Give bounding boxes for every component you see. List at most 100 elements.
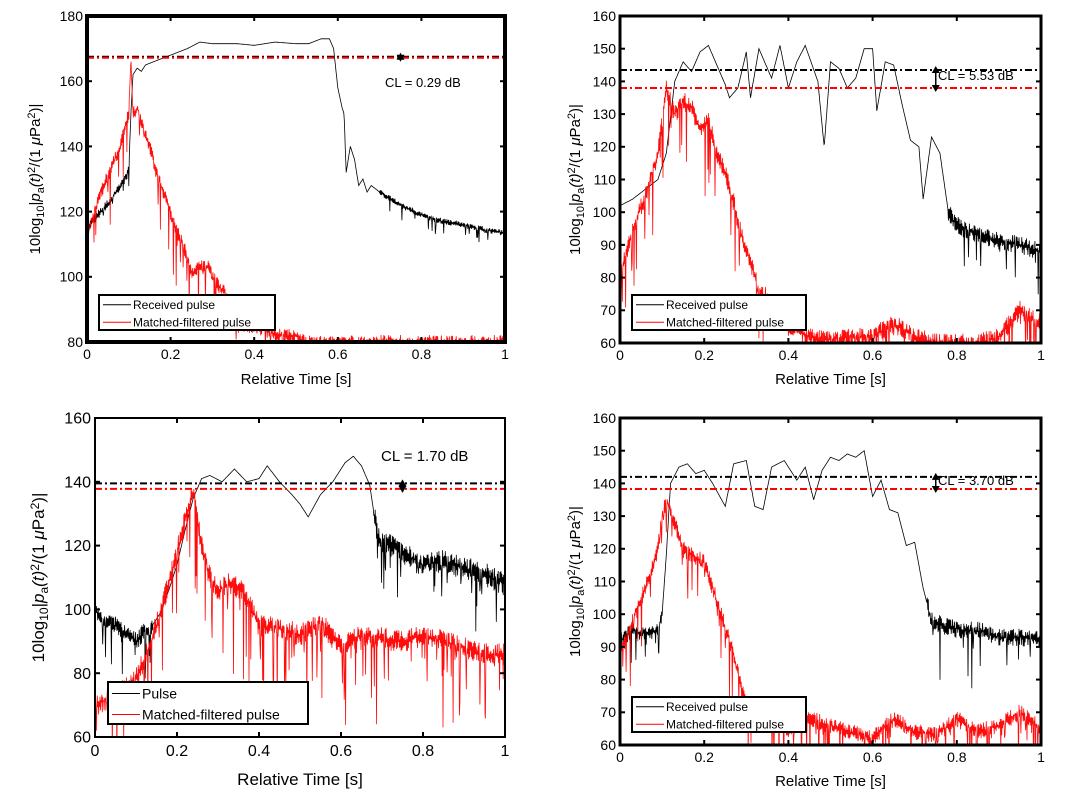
- x-tick-label: 0.4: [779, 749, 799, 765]
- series-line-matched-filtered-pulse: [620, 80, 1041, 343]
- series-line-received-pulse: [620, 449, 1041, 689]
- chart-panel-top-left: CL = 0.29 dB0 0.2 0.4 0.6 0.8 180100120140160…: [26, 8, 509, 388]
- cl-double-arrow-icon: [398, 479, 407, 493]
- chart-panel-top-right: CL = 5.53 dB0 0.2 0.4 0.6 0.8 160708090100110…: [566, 8, 1045, 388]
- x-tick-label: 0: [616, 347, 624, 363]
- y-tick-label: 160: [64, 411, 91, 428]
- legend-box: [631, 696, 807, 733]
- x-axis-label: Relative Time [s]: [775, 371, 886, 388]
- series-line-matched-filtered-pulse: [95, 488, 505, 737]
- x-tick-label: 0.8: [412, 743, 434, 760]
- legend-label: Pulse: [142, 685, 177, 701]
- x-tick-label: 0.6: [863, 749, 883, 765]
- y-tick-label: 120: [64, 538, 91, 555]
- y-tick-label: 100: [593, 204, 617, 220]
- x-tick-label: 1: [501, 346, 509, 362]
- y-tick-label: 70: [600, 704, 616, 720]
- x-tick-label: 0: [91, 743, 100, 760]
- x-axis-label: Relative Time [s]: [237, 770, 363, 789]
- y-tick-label: 100: [60, 269, 84, 285]
- cl-annotation: CL = 1.70 dB: [381, 448, 468, 465]
- legend-label: Received pulse: [133, 298, 215, 312]
- x-tick-label: 0.6: [330, 743, 352, 760]
- y-tick-label: 180: [60, 8, 84, 24]
- y-axis-label: 10log10|pa(t)2/(1 μPa2)|: [566, 506, 587, 657]
- cl-annotation: CL = 3.70 dB: [938, 473, 1014, 488]
- x-tick-label: 0: [616, 749, 624, 765]
- y-tick-label: 90: [600, 639, 616, 655]
- series-line-matched-filtered-pulse: [87, 61, 505, 342]
- x-tick-label: 0.6: [328, 346, 348, 362]
- y-tick-label: 90: [600, 237, 616, 253]
- y-tick-label: 140: [593, 73, 617, 89]
- plot-area: [95, 455, 505, 737]
- x-tick-label: 0.8: [947, 749, 967, 765]
- plot-area: [87, 38, 505, 342]
- x-tick-label: 0.2: [694, 347, 714, 363]
- x-tick-label: 1: [1037, 347, 1045, 363]
- y-tick-label: 140: [593, 475, 617, 491]
- x-tick-label: 0.4: [779, 347, 799, 363]
- x-tick-label: 0.6: [863, 347, 883, 363]
- legend: Received pulse Matched-filtered pulse: [631, 294, 807, 331]
- series-line-received-pulse: [87, 38, 505, 243]
- y-tick-label: 150: [593, 41, 617, 57]
- x-tick-label: 0.8: [947, 347, 967, 363]
- legend: Received pulse Matched-filtered pulse: [631, 696, 807, 733]
- series-line-matched-filtered-pulse: [620, 499, 1041, 745]
- y-tick-label: 160: [593, 410, 617, 426]
- legend-label: Matched-filtered pulse: [666, 717, 784, 731]
- x-tick-label: 0.4: [248, 743, 270, 760]
- y-tick-label: 150: [593, 443, 617, 459]
- axes-frame: [85, 14, 507, 344]
- cl-double-arrow-icon: [396, 52, 405, 62]
- y-tick-label: 140: [60, 138, 84, 154]
- legend-box: [98, 294, 276, 331]
- legend-label: Matched-filtered pulse: [133, 315, 251, 329]
- y-tick-label: 160: [593, 8, 617, 24]
- y-tick-label: 80: [600, 672, 616, 688]
- y-tick-label: 110: [594, 171, 617, 187]
- y-tick-label: 60: [73, 730, 91, 747]
- y-tick-label: 140: [64, 474, 91, 491]
- x-axis-label: Relative Time [s]: [241, 371, 352, 388]
- legend-box: [107, 681, 309, 725]
- y-tick-label: 160: [60, 73, 84, 89]
- y-axis-label: 10log10|pa(t)2/(1 μPa2)|: [566, 104, 587, 255]
- y-tick-label: 100: [593, 606, 617, 622]
- legend-box: [631, 294, 807, 331]
- legend-label: Received pulse: [666, 298, 748, 312]
- legend: Pulse Matched-filtered pulse: [107, 681, 309, 725]
- x-tick-label: 1: [501, 743, 510, 760]
- axes-frame: [618, 416, 1043, 747]
- y-tick-label: 80: [73, 666, 91, 683]
- plot-area: [620, 449, 1041, 745]
- legend-label: Matched-filtered pulse: [666, 315, 784, 329]
- legend: Received pulse Matched-filtered pulse: [98, 294, 276, 331]
- x-axis-label: Relative Time [s]: [775, 773, 886, 790]
- y-tick-label: 60: [600, 737, 616, 753]
- y-tick-label: 110: [594, 573, 617, 589]
- cl-annotation: CL = 0.29 dB: [385, 75, 461, 90]
- y-tick-label: 130: [593, 508, 617, 524]
- y-tick-label: 130: [593, 106, 617, 122]
- x-tick-label: 0.2: [161, 346, 181, 362]
- x-tick-label: 1: [1037, 749, 1045, 765]
- y-tick-label: 80: [67, 334, 83, 350]
- cl-double-arrow-icon: [931, 472, 940, 493]
- cl-annotation: CL = 5.53 dB: [938, 68, 1014, 83]
- y-axis-label: 10log10|pa(t)2/(1 μPa2)|: [26, 104, 47, 255]
- y-tick-label: 100: [64, 602, 91, 619]
- cl-double-arrow-icon: [931, 65, 940, 92]
- y-tick-label: 120: [593, 541, 617, 557]
- y-tick-label: 120: [60, 204, 84, 220]
- x-tick-label: 0.2: [694, 749, 714, 765]
- legend-label: Received pulse: [666, 700, 748, 714]
- y-axis-label: 10log10|pa(t)2/(1 μPa2)|: [28, 493, 51, 663]
- x-tick-label: 0.2: [166, 743, 188, 760]
- legend-label: Matched-filtered pulse: [142, 706, 280, 722]
- chart-panel-bottom-left: CL = 1.70 dB0 0.2 0.4 0.6 0.8 160801001201401…: [28, 411, 510, 789]
- y-tick-label: 60: [600, 335, 616, 351]
- y-tick-label: 120: [593, 139, 617, 155]
